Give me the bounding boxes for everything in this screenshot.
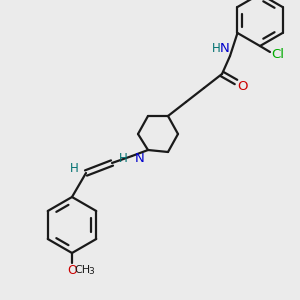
- Text: O: O: [238, 80, 248, 92]
- Text: N: N: [220, 41, 230, 55]
- Text: O: O: [67, 263, 77, 277]
- Text: H: H: [118, 152, 127, 164]
- Text: H: H: [70, 161, 78, 175]
- Text: Cl: Cl: [272, 47, 284, 61]
- Text: N: N: [135, 152, 145, 164]
- Text: 3: 3: [88, 268, 94, 277]
- Text: H: H: [212, 41, 220, 55]
- Text: CH: CH: [74, 265, 90, 275]
